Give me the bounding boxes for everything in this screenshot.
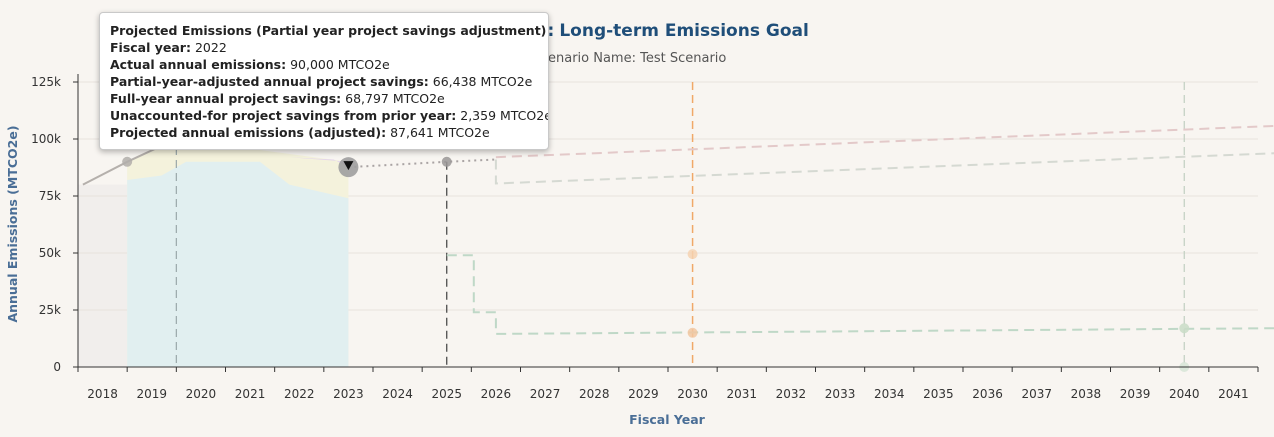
tooltip-row: Actual annual emissions: 90,000 MTCO2e bbox=[110, 56, 538, 73]
tooltip-row-value: 87,641 MTCO2e bbox=[386, 125, 490, 140]
chart-subtitle: enario Name: Test Scenario bbox=[548, 51, 726, 66]
axes bbox=[73, 74, 1259, 372]
x-tick-label: 2023 bbox=[333, 387, 364, 401]
tooltip-row-value: 66,438 MTCO2e bbox=[428, 74, 533, 89]
x-tick-label: 2028 bbox=[579, 387, 610, 401]
x-tick-label: 2033 bbox=[825, 387, 856, 401]
y-tick-label: 75k bbox=[39, 189, 61, 203]
plot-background bbox=[78, 184, 128, 367]
x-tick-label: 2020 bbox=[186, 387, 217, 401]
tooltip-row: Full-year annual project savings: 68,797… bbox=[110, 90, 538, 107]
series-line bbox=[348, 158, 496, 169]
x-tick-label: 2029 bbox=[628, 387, 659, 401]
data-tooltip: Projected Emissions (Partial year projec… bbox=[99, 12, 549, 150]
data-point bbox=[687, 249, 698, 260]
tooltip-row-label: Actual annual emissions: bbox=[110, 57, 287, 72]
x-tick-label: 2024 bbox=[382, 387, 413, 401]
x-tick-label: 2027 bbox=[530, 387, 561, 401]
x-tick-label: 2025 bbox=[431, 387, 462, 401]
tooltip-row-value: 90,000 MTCO2e bbox=[286, 57, 390, 72]
y-tick-label: 100k bbox=[31, 132, 61, 146]
tooltip-rows: Fiscal year: 2022 Actual annual emissions… bbox=[110, 39, 548, 141]
tooltip-row: Fiscal year: 2022 bbox=[110, 39, 538, 56]
tooltip-row: Projected annual emissions (adjusted): 8… bbox=[110, 124, 538, 141]
y-tick-label: 25k bbox=[39, 303, 61, 317]
highlight-point-marker bbox=[343, 161, 354, 171]
data-point bbox=[687, 327, 698, 338]
x-tick-label: 2038 bbox=[1071, 387, 1102, 401]
x-tick-label: 2041 bbox=[1218, 387, 1249, 401]
series-points bbox=[122, 156, 1190, 372]
historical-shade bbox=[78, 184, 128, 367]
x-tick-label: 2022 bbox=[284, 387, 315, 401]
data-point bbox=[441, 156, 452, 167]
x-tick-label: 2040 bbox=[1169, 387, 1200, 401]
area-fill bbox=[289, 157, 349, 168]
tooltip-row-label: Fiscal year: bbox=[110, 40, 191, 55]
tooltip-row-label: Unaccounted-for project savings from pri… bbox=[110, 108, 457, 123]
stacked-areas bbox=[127, 139, 349, 367]
tooltip-row-label: Partial-year-adjusted annual project sav… bbox=[110, 74, 429, 89]
x-tick-label: 2018 bbox=[87, 387, 118, 401]
tooltip-row-label: Projected annual emissions (adjusted): bbox=[110, 125, 387, 140]
x-tick-label: 2035 bbox=[923, 387, 954, 401]
tooltip-row-value: 2022 bbox=[190, 40, 227, 55]
x-tick-label: 2039 bbox=[1120, 387, 1151, 401]
area-fill bbox=[127, 161, 349, 367]
tick-labels: 2018 2019 2020 2021 2022 2023 2024 2025 2026 2027… bbox=[31, 75, 1249, 401]
series-line bbox=[495, 124, 1274, 159]
x-tick-label: 2032 bbox=[776, 387, 807, 401]
x-tick-label: 2034 bbox=[874, 387, 905, 401]
tooltip-row: Unaccounted-for project savings from pri… bbox=[110, 107, 548, 124]
x-tick-label: 2036 bbox=[972, 387, 1003, 401]
x-tick-label: 2021 bbox=[235, 387, 266, 401]
y-tick-label: 125k bbox=[31, 75, 61, 89]
data-point bbox=[122, 156, 133, 167]
x-axis-title: Fiscal Year bbox=[629, 412, 706, 427]
x-tick-label: 2030 bbox=[677, 387, 708, 401]
tooltip-row-label: Full-year annual project savings: bbox=[110, 91, 342, 106]
x-tick-label: 2026 bbox=[481, 387, 512, 401]
x-tick-label: 2019 bbox=[136, 387, 167, 401]
tooltip-title: Projected Emissions (Partial year projec… bbox=[110, 23, 547, 38]
vertical-markers bbox=[175, 82, 1185, 367]
data-point bbox=[1179, 323, 1190, 334]
x-tick-label: 2031 bbox=[726, 387, 757, 401]
series-line bbox=[494, 152, 1274, 185]
tooltip-row-value: 68,797 MTCO2e bbox=[341, 91, 445, 106]
x-tick-label: 2037 bbox=[1021, 387, 1052, 401]
series-line bbox=[446, 254, 1274, 335]
tooltip-row-value: 2,359 MTCO2e bbox=[456, 108, 549, 123]
y-tick-label: 0 bbox=[53, 360, 61, 374]
y-tick-label: 50k bbox=[39, 246, 61, 260]
tooltip-row: Partial-year-adjusted annual project sav… bbox=[110, 73, 538, 90]
y-axis-title: Annual Emissions (MTCO2e) bbox=[5, 125, 20, 322]
chart-title-text: Long-term Emissions Goal bbox=[559, 21, 808, 41]
chart-title: e:Long-term Emissions Goal bbox=[536, 21, 809, 41]
